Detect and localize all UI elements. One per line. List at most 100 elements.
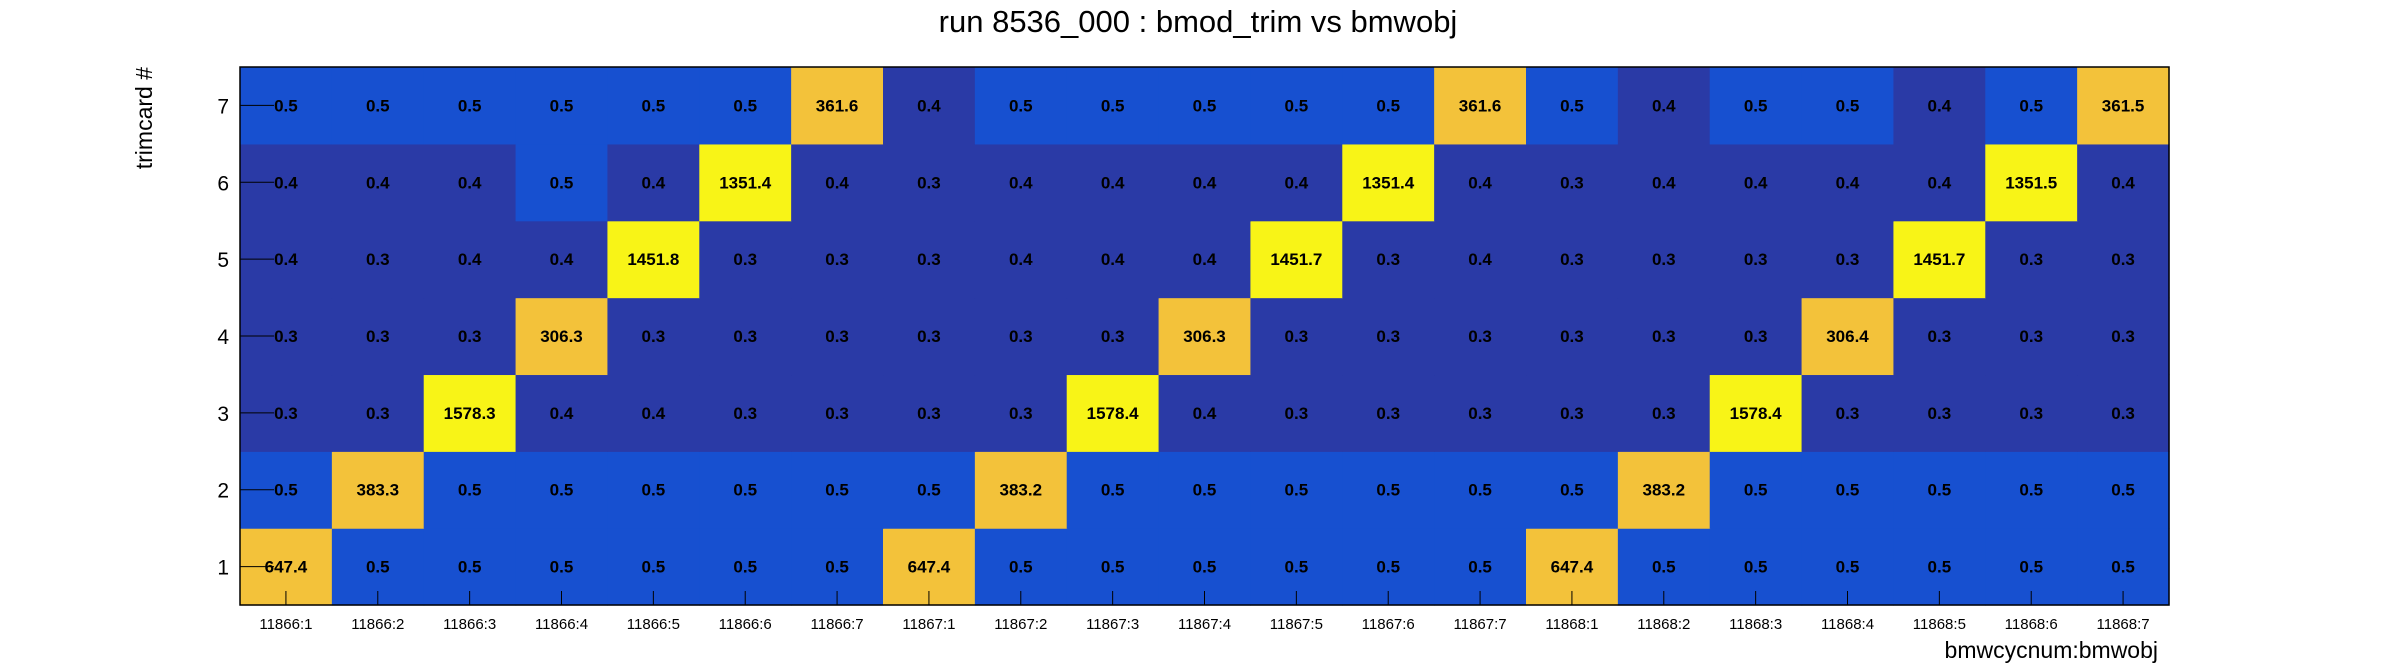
cell-value-label: 0.4	[825, 173, 849, 192]
cell-value-label: 0.3	[1652, 250, 1676, 269]
heatmap-cell	[699, 297, 792, 376]
cell-value-label: 0.5	[1836, 558, 1860, 577]
heatmap-cell	[1985, 451, 2078, 529]
cell-value-label: 0.3	[2019, 327, 2043, 346]
heatmap-cell	[1617, 143, 1711, 222]
heatmap-cell	[1250, 374, 1343, 452]
cell-value-label: 0.5	[1652, 558, 1676, 577]
cell-value-label: 0.5	[1376, 481, 1400, 500]
cell-value-label: 0.4	[1193, 250, 1217, 269]
cell-value-label: 0.4	[1009, 250, 1033, 269]
cell-value-label: 0.4	[274, 173, 298, 192]
cell-value-label: 0.5	[366, 558, 390, 577]
heatmap-cell	[1617, 297, 1711, 376]
cell-value-label: 0.3	[2111, 250, 2135, 269]
heatmap-cell	[607, 220, 700, 299]
heatmap-cell	[1617, 67, 1711, 145]
heatmap-cell	[883, 374, 976, 452]
y-axis-ticks: 1 2 3 4 5 6 7	[217, 95, 274, 580]
cell-value-label: 0.3	[274, 404, 298, 423]
heatmap-cell	[1801, 143, 1895, 222]
cell-value-label: 0.3	[2019, 404, 2043, 423]
cell-value-label: 1351.4	[1362, 173, 1415, 192]
heatmap-cell	[331, 67, 425, 145]
cell-value-label: 0.3	[366, 327, 390, 346]
cell-value-label: 383.2	[1643, 481, 1686, 500]
heatmap-cell	[607, 374, 700, 452]
heatmap-cell	[331, 297, 425, 376]
heatmap-cell	[1617, 220, 1711, 299]
heatmap-cell	[1617, 374, 1711, 452]
heatmap-cell	[423, 67, 517, 145]
heatmap-cell	[1250, 143, 1343, 222]
cell-value-label: 0.5	[733, 558, 757, 577]
x-tick-label: 11868:3	[1729, 616, 1782, 633]
cell-value-label: 1351.5	[2005, 173, 2057, 192]
heatmap-cell	[1893, 143, 1986, 222]
cell-value-label: 0.3	[1560, 327, 1584, 346]
heatmap-cell	[423, 451, 517, 529]
heatmap-cell	[699, 143, 792, 222]
cell-value-label: 0.4	[1836, 173, 1860, 192]
cell-value-label: 0.5	[825, 558, 849, 577]
heatmap-cell	[1709, 451, 1803, 529]
heatmap-cell	[515, 297, 609, 376]
heatmap-cell	[1526, 451, 1619, 529]
heatmap-cell	[1250, 451, 1343, 529]
heatmap-cell	[791, 143, 884, 222]
heatmap-cell	[2077, 67, 2170, 145]
cell-value-label: 0.4	[458, 173, 482, 192]
cell-value-label: 0.5	[1009, 558, 1033, 577]
heatmap-cell	[515, 143, 609, 222]
heatmap-cell	[699, 67, 792, 145]
heatmap-cell	[1709, 67, 1803, 145]
heatmap-cell-labels: 647.4 0.5 0.5 0.5 0.5 0.5 0.5 647.4 0.5 0.5 0.5 0.5…	[265, 96, 2145, 576]
cell-value-label: 0.4	[1193, 404, 1217, 423]
y-tick-label: 1	[217, 557, 229, 580]
cell-value-label: 0.5	[1560, 481, 1584, 500]
heatmap-cell	[423, 374, 517, 452]
cell-value-label: 0.3	[1652, 327, 1676, 346]
cell-value-label: 0.3	[733, 327, 757, 346]
heatmap-cell	[607, 451, 700, 529]
heatmap-cell	[1985, 67, 2078, 145]
cell-value-label: 0.3	[917, 327, 941, 346]
heatmap-cell	[1434, 143, 1527, 222]
heatmap-cell	[331, 374, 425, 452]
cell-value-label: 0.5	[2111, 558, 2135, 577]
cell-value-label: 0.4	[1468, 173, 1492, 192]
cell-value-label: 0.3	[1744, 327, 1768, 346]
cell-value-label: 0.5	[917, 481, 941, 500]
heatmap-cell	[1434, 451, 1527, 529]
heatmap-cell	[1250, 220, 1343, 299]
cell-value-label: 0.5	[1744, 558, 1768, 577]
cell-value-label: 0.3	[2111, 404, 2135, 423]
heatmap-cell	[1158, 374, 1252, 452]
cell-value-label: 0.4	[274, 250, 298, 269]
heatmap-cell	[1801, 67, 1895, 145]
cell-value-label: 0.3	[2019, 250, 2043, 269]
cell-value-label: 0.3	[1652, 404, 1676, 423]
cell-value-label: 306.4	[1826, 327, 1869, 346]
heatmap-cell	[607, 67, 700, 145]
heatmap-cell	[1801, 451, 1895, 529]
heatmap-cell	[423, 220, 517, 299]
cell-value-label: 0.4	[1285, 173, 1309, 192]
heatmap-cell	[423, 143, 517, 222]
cell-value-label: 361.5	[2102, 96, 2145, 115]
heatmap-cell	[1801, 374, 1895, 452]
cell-value-label: 0.5	[550, 558, 574, 577]
cell-value-label: 0.5	[1101, 558, 1125, 577]
cell-value-label: 0.3	[825, 404, 849, 423]
cell-value-label: 1351.4	[719, 173, 772, 192]
cell-value-label: 0.5	[1928, 481, 1952, 500]
heatmap-cell	[331, 220, 425, 299]
x-tick-label: 11867:3	[1086, 616, 1139, 633]
cell-value-label: 306.3	[540, 327, 583, 346]
heatmap-cell	[791, 67, 884, 145]
cell-value-label: 0.3	[2111, 327, 2135, 346]
heatmap-cell	[1342, 220, 1435, 299]
cell-value-label: 0.3	[733, 250, 757, 269]
heatmap-cell	[791, 451, 884, 529]
